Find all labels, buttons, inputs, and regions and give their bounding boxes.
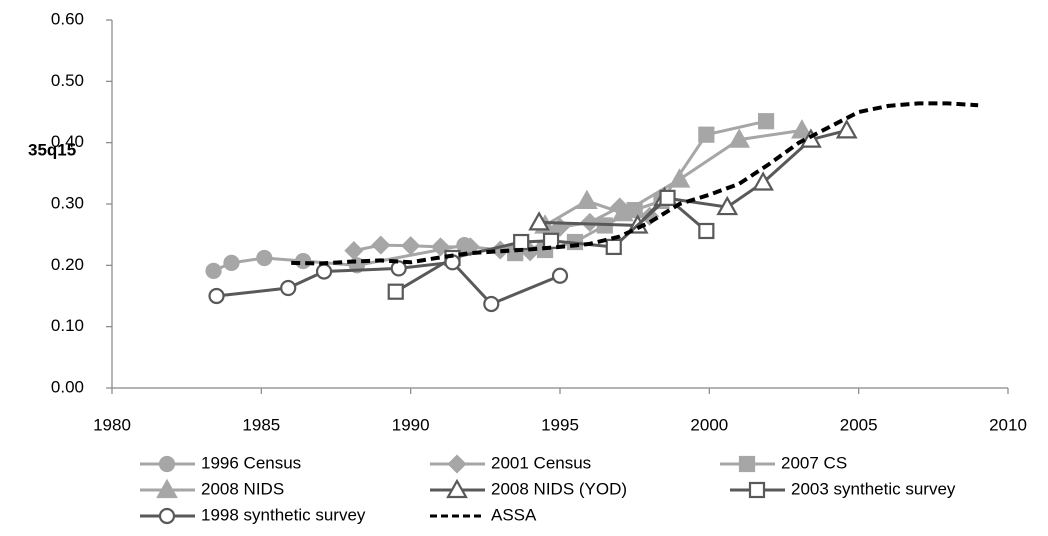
marker [659,189,676,206]
x-tick-label: 1985 [242,415,280,434]
x-tick-label: 1980 [93,415,131,434]
series-line [291,101,979,266]
marker [752,171,774,191]
marker [668,168,691,188]
y-tick-label: 0.50 [51,71,84,90]
y-axis-label: 35q15 [28,140,76,159]
marker [716,195,739,216]
x-tick-label: 2005 [840,415,878,434]
marker [158,507,176,525]
y-tick-label: 0.60 [51,9,84,28]
marker [835,119,858,139]
x-tick-label: 1990 [392,415,430,434]
y-tick-label: 0.20 [51,255,84,274]
marker [315,263,333,280]
legend-label: 1998 synthetic survey [201,505,366,524]
y-tick-label: 0.40 [51,132,84,151]
marker [757,113,775,130]
marker [344,241,364,261]
marker [542,232,560,249]
legend-label: 2001 Census [491,453,591,472]
marker [223,254,240,271]
marker [446,478,468,499]
marker [698,222,715,240]
x-tick-label: 2010 [989,415,1027,434]
series-line [539,128,848,227]
legend-label: 2008 NIDS [201,479,284,498]
y-tick-label: 0.30 [51,193,84,212]
marker [528,211,550,231]
series [528,119,858,234]
marker [208,287,225,305]
marker [158,455,176,473]
marker [371,235,391,255]
marker [611,201,634,222]
marker [280,279,297,297]
marker [447,454,467,474]
marker [551,267,569,284]
marker [748,481,766,499]
marker [791,119,813,139]
legend-label: ASSA [491,505,537,524]
marker [738,455,756,473]
legend-label: 1996 Census [201,453,301,472]
marker [513,233,530,251]
marker [698,126,715,143]
marker [483,295,500,313]
marker [156,478,178,499]
marker [387,283,404,300]
marker [575,189,598,210]
series-line [212,243,465,273]
legend-label: 2007 CS [781,453,847,472]
x-tick-label: 1995 [541,415,579,434]
y-tick-label: 0.00 [51,377,84,396]
marker [580,212,600,232]
marker [605,238,622,256]
marker [728,128,751,148]
y-tick-label: 0.10 [51,316,84,335]
legend-label: 2008 NIDS (YOD) [491,479,627,498]
marker [256,249,273,267]
marker [390,260,407,277]
marker [401,236,421,256]
series [291,101,979,266]
x-tick-label: 2000 [690,415,728,434]
series [534,119,813,234]
legend-label: 2003 synthetic survey [791,479,956,498]
marker [205,262,222,279]
